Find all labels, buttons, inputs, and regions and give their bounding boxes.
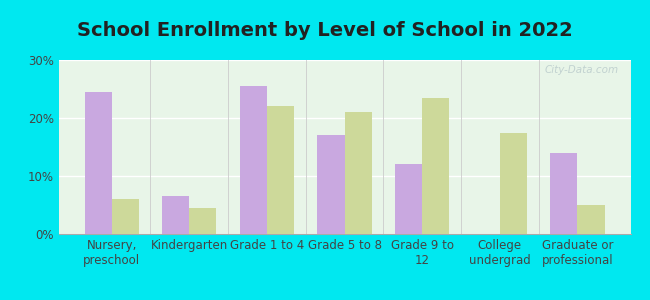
Bar bbox=[577, 205, 605, 234]
Bar bbox=[395, 164, 422, 234]
Bar bbox=[317, 135, 344, 234]
Bar bbox=[84, 92, 112, 234]
Bar bbox=[550, 153, 577, 234]
Bar bbox=[500, 133, 527, 234]
Bar bbox=[189, 208, 216, 234]
Bar bbox=[344, 112, 372, 234]
Bar bbox=[162, 196, 189, 234]
Text: City-Data.com: City-Data.com bbox=[545, 65, 619, 75]
Bar bbox=[112, 199, 139, 234]
Text: School Enrollment by Level of School in 2022: School Enrollment by Level of School in … bbox=[77, 21, 573, 40]
Bar bbox=[422, 98, 449, 234]
Bar bbox=[240, 86, 267, 234]
Bar bbox=[267, 106, 294, 234]
